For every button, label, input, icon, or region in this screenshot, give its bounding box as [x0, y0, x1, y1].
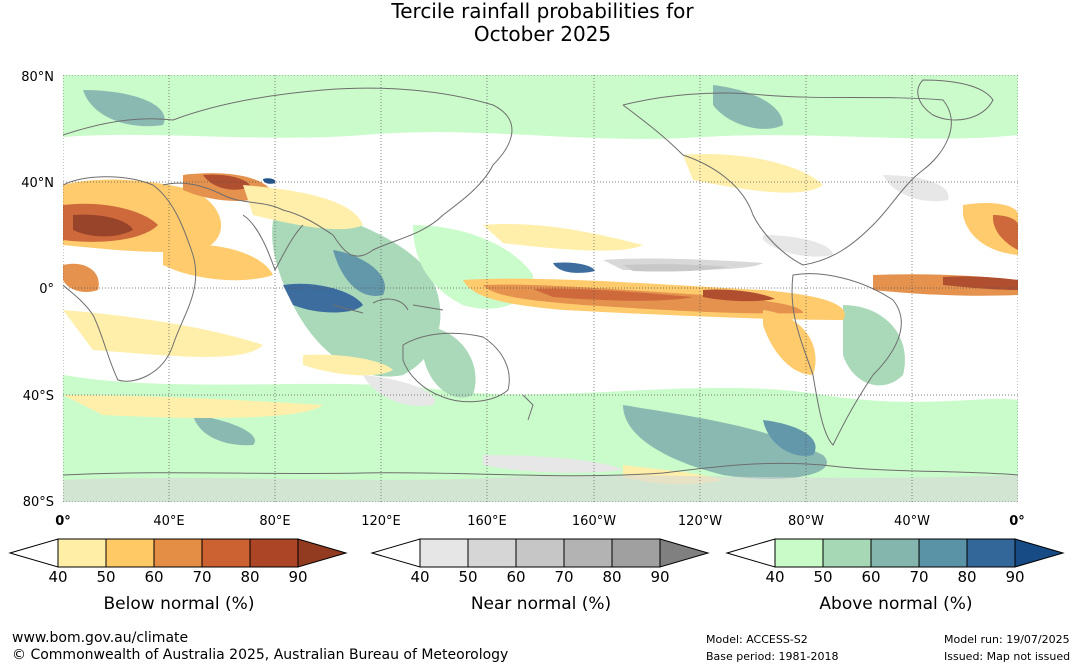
near-tick-60: 60	[506, 568, 526, 586]
near-tick-80: 80	[602, 568, 622, 586]
map-title: Tercile rainfall probabilities for Octob…	[0, 0, 1085, 46]
legend-below-normal	[8, 538, 348, 568]
below-tick-80: 80	[240, 568, 260, 586]
lat-label-40s: 40°S	[22, 389, 54, 404]
footer-copyright: © Commonwealth of Australia 2025, Austra…	[12, 647, 509, 663]
colorbar-near-seg-1	[419, 538, 469, 568]
lon-label-120e: 120°E	[361, 514, 401, 529]
above-tick-90: 90	[1005, 568, 1025, 586]
legend-near-normal	[370, 538, 710, 568]
above-tick-60: 60	[861, 568, 881, 586]
near-tick-40: 40	[410, 568, 430, 586]
colorbar-below-seg-1	[57, 538, 107, 568]
colorbar-near-seg-0	[370, 538, 421, 568]
near-tick-50: 50	[458, 568, 478, 586]
colorbar-below-seg-2	[105, 538, 155, 568]
probability-fields	[63, 75, 1018, 502]
legend-title-near: Near normal (%)	[470, 594, 612, 614]
below-tick-70: 70	[192, 568, 212, 586]
colorbar-near-seg-5	[611, 538, 661, 568]
footer-issued: Issued: Map not issued	[944, 650, 1071, 663]
title-line-2: October 2025	[473, 22, 612, 46]
colorbar-near-seg-4	[563, 538, 613, 568]
lon-label-40w: 40°W	[894, 514, 930, 529]
footer-model-run: Model run: 19/07/2025	[944, 633, 1070, 646]
footer-website[interactable]: www.bom.gov.au/climate	[12, 630, 189, 646]
below-tick-50: 50	[96, 568, 116, 586]
colorbar-near-seg-6	[659, 538, 710, 568]
colorbar-near-seg-3	[515, 538, 565, 568]
footer-base-period: Base period: 1981-2018	[706, 650, 839, 663]
colorbar-below-seg-5	[249, 538, 299, 568]
colorbar-below-seg-6	[297, 538, 348, 568]
lon-label-160w: 160°W	[571, 514, 617, 529]
legend-above-normal	[725, 538, 1065, 568]
colorbar-above-seg-3	[870, 538, 920, 568]
rainfall-probability-map	[63, 75, 1018, 502]
above-tick-70: 70	[909, 568, 929, 586]
colorbar-above-normal	[725, 538, 1065, 568]
colorbar-near-normal	[370, 538, 710, 568]
lat-label-80s: 80°S	[22, 495, 54, 510]
footer-model: Model: ACCESS-S2	[706, 633, 808, 646]
above-tick-40: 40	[765, 568, 785, 586]
colorbar-above-seg-0	[725, 538, 776, 568]
colorbar-below-seg-4	[201, 538, 251, 568]
near-tick-70: 70	[554, 568, 574, 586]
below-tick-40: 40	[48, 568, 68, 586]
coastlines	[63, 79, 1018, 477]
colorbar-below-normal	[8, 538, 348, 568]
lat-label-80n: 80°N	[21, 70, 54, 85]
below-tick-60: 60	[144, 568, 164, 586]
above-tick-50: 50	[813, 568, 833, 586]
colorbar-above-seg-5	[966, 538, 1016, 568]
legend-title-below: Below normal (%)	[103, 594, 255, 614]
colorbar-below-seg-0	[8, 538, 59, 568]
colorbar-above-seg-6	[1014, 538, 1065, 568]
lat-label-0: 0°	[39, 282, 54, 297]
lon-label-160e: 160°E	[467, 514, 507, 529]
lon-label-80e: 80°E	[259, 514, 291, 529]
below-tick-90: 90	[288, 568, 308, 586]
colorbar-above-seg-2	[822, 538, 872, 568]
lon-label-80w: 80°W	[788, 514, 824, 529]
legend-title-above: Above normal (%)	[819, 594, 973, 614]
colorbar-above-seg-4	[918, 538, 968, 568]
lon-label-120w: 120°W	[677, 514, 723, 529]
lon-label-0-west: 0°	[55, 514, 71, 529]
near-tick-90: 90	[650, 568, 670, 586]
colorbar-below-seg-3	[153, 538, 203, 568]
lon-label-0-east: 0°	[1009, 514, 1025, 529]
lat-label-40n: 40°N	[21, 176, 54, 191]
title-line-1: Tercile rainfall probabilities for	[391, 0, 694, 23]
graticule	[63, 75, 1018, 502]
colorbar-near-seg-2	[467, 538, 517, 568]
lon-label-40e: 40°E	[153, 514, 185, 529]
colorbar-above-seg-1	[774, 538, 824, 568]
above-tick-80: 80	[957, 568, 977, 586]
